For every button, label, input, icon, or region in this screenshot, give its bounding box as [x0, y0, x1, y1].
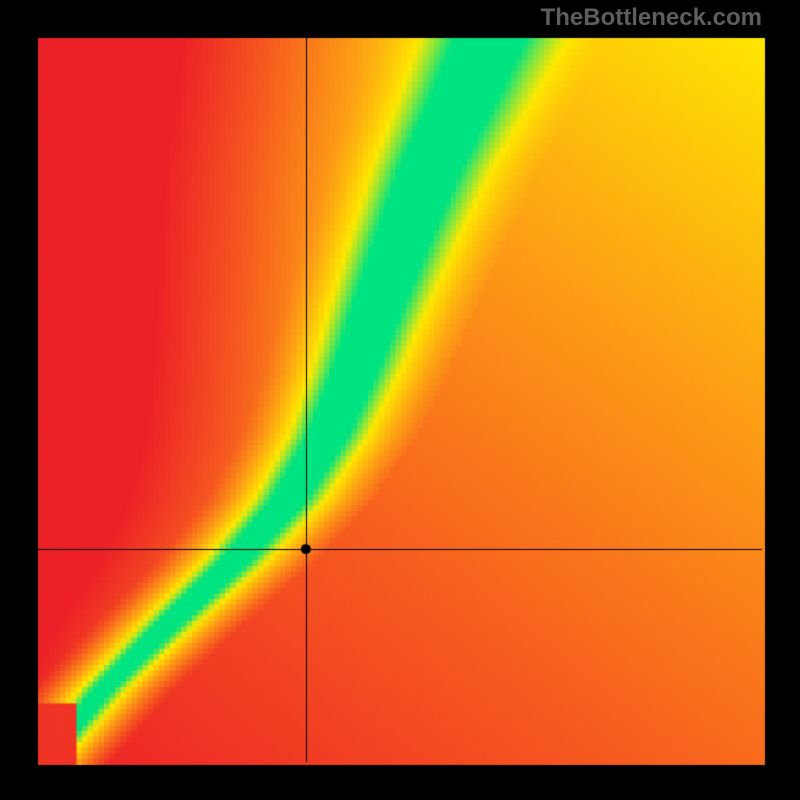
heatmap-canvas: [0, 0, 800, 800]
chart-wrapper: TheBottleneck.com: [0, 0, 800, 800]
watermark-text: TheBottleneck.com: [541, 4, 762, 32]
